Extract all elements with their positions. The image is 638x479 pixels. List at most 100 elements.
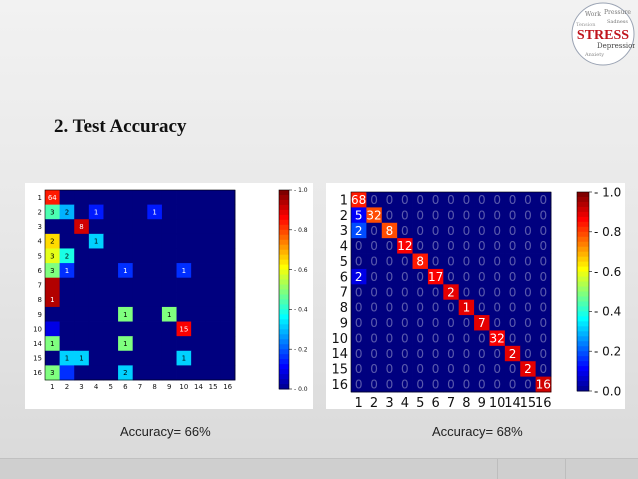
- cell-count-label: 1: [152, 208, 156, 216]
- matrix-cell: [381, 284, 398, 301]
- colorbar-segment: [279, 369, 289, 375]
- matrix-cell: [205, 219, 221, 235]
- matrix-cell: [205, 248, 221, 264]
- cell-count-label: 0: [509, 193, 517, 207]
- colorbar-segment: [279, 209, 289, 216]
- matrix-cell: [45, 190, 61, 206]
- x-tick-label: 3: [385, 396, 393, 409]
- matrix-cell: [535, 299, 552, 316]
- cell-count-label: 1: [123, 267, 127, 275]
- cell-count-label: 0: [493, 239, 501, 253]
- colorbar-tick-label: - 0.4: [594, 305, 621, 319]
- cell-count-label: 0: [524, 255, 532, 269]
- matrix-frame: [350, 191, 552, 393]
- y-tick-label: 6: [38, 267, 43, 275]
- cell-count-label: 32: [490, 331, 505, 345]
- cell-count-label: 0: [493, 362, 501, 376]
- colorbar-segment: [279, 379, 289, 385]
- matrix-cell: [103, 306, 119, 322]
- colorbar-frame: [278, 189, 290, 390]
- matrix-cell: [412, 207, 429, 224]
- y-tick-label: 5: [38, 252, 42, 260]
- matrix-cell: [147, 306, 163, 322]
- matrix-cell: [59, 336, 75, 352]
- matrix-cell: [205, 190, 221, 206]
- logo-word: Tension: [576, 22, 596, 28]
- cell-count-label: 0: [463, 224, 471, 238]
- matrix-cell: [45, 277, 61, 293]
- cell-count-label: 0: [386, 347, 394, 361]
- matrix-cell: [147, 248, 163, 264]
- matrix-cell: [535, 268, 552, 285]
- matrix-cell: [351, 315, 367, 331]
- matrix-cell: [59, 321, 75, 337]
- cell-count-label: 0: [370, 193, 378, 207]
- matrix-cell: [535, 207, 552, 224]
- y-tick-label: 7: [340, 286, 348, 301]
- matrix-cell: [427, 222, 444, 239]
- cell-count-label: 0: [493, 255, 501, 269]
- cell-count-label: 0: [447, 378, 455, 392]
- matrix-cell: [45, 306, 61, 322]
- cell-count-label: 1: [123, 311, 127, 319]
- matrix-cell: [205, 263, 221, 279]
- matrix-cell: [474, 253, 490, 270]
- matrix-cell: [366, 315, 383, 331]
- cell-count-label: 0: [524, 224, 532, 238]
- matrix-cell: [504, 207, 521, 224]
- matrix-cell: [103, 190, 119, 206]
- matrix-cell: [381, 238, 398, 254]
- matrix-cell: [147, 263, 163, 279]
- cell-count-label: 0: [370, 255, 378, 269]
- cell-count-label: 0: [493, 224, 501, 238]
- colorbar-segment: [577, 256, 589, 263]
- matrix-cell: [474, 345, 490, 362]
- colorbar-segment: [279, 214, 289, 221]
- matrix-cell: [220, 336, 236, 352]
- cell-count-label: 0: [493, 316, 501, 330]
- colorbar-segment: [577, 276, 589, 283]
- matrix-cell: [161, 204, 177, 220]
- colorbar-tick-label: - 0.2: [294, 346, 308, 353]
- colorbar-segment: [279, 359, 289, 365]
- matrix-cell: [74, 321, 90, 337]
- cell-count-label: 0: [401, 255, 409, 269]
- colorbar-segment: [577, 361, 589, 367]
- x-tick-label: 8: [152, 383, 156, 391]
- cell-count-label: 0: [509, 270, 517, 284]
- cell-count-label: 16: [536, 378, 551, 392]
- matrix-cell: [381, 376, 398, 393]
- cell-count-label: 0: [416, 362, 424, 376]
- footer-band: [0, 458, 638, 479]
- matrix-cell: [74, 350, 90, 366]
- cell-count-label: 0: [539, 362, 547, 376]
- matrix-cell: [520, 284, 537, 301]
- matrix-cell: [504, 222, 521, 239]
- cell-count-label: 0: [463, 347, 471, 361]
- cell-count-label: 0: [432, 301, 440, 315]
- matrix-cell: [366, 192, 383, 208]
- colorbar-segment: [279, 289, 289, 295]
- cell-count-label: 0: [447, 208, 455, 222]
- matrix-cell: [458, 207, 475, 224]
- cell-count-label: 0: [370, 270, 378, 284]
- y-tick-label: 8: [340, 301, 348, 316]
- cell-count-label: 3: [50, 369, 54, 377]
- cell-count-label: 0: [447, 224, 455, 238]
- x-tick-label: 3: [79, 383, 83, 391]
- colorbar-segment: [577, 301, 589, 307]
- cell-count-label: 0: [370, 285, 378, 299]
- x-tick-label: 14: [504, 396, 521, 409]
- cell-count-label: 0: [463, 378, 471, 392]
- colorbar-segment: [279, 254, 289, 261]
- cell-count-label: 15: [179, 325, 188, 333]
- matrix-cell: [443, 299, 460, 316]
- colorbar-segment: [577, 206, 589, 213]
- cell-count-label: 0: [416, 347, 424, 361]
- matrix-cell: [412, 345, 429, 362]
- x-tick-label: 1: [355, 396, 363, 409]
- logo-word: Anxiety: [584, 52, 604, 58]
- colorbar-segment: [577, 326, 589, 332]
- matrix-cell: [427, 376, 444, 393]
- matrix-cell: [351, 345, 367, 362]
